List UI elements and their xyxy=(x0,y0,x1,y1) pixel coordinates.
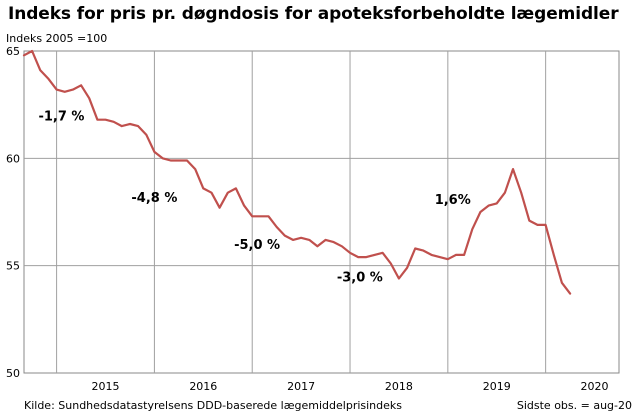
x-tick-labels: 2015 2016 2017 2018 2019 2020 xyxy=(92,380,609,393)
chart-title: Indeks for pris pr. døgndosis for apotek… xyxy=(8,4,619,24)
x-tick-label: 2015 xyxy=(92,380,120,393)
annotation-label: -1,7 % xyxy=(38,109,84,124)
annotation-label: -3,0 % xyxy=(337,270,383,285)
series-line-0 xyxy=(22,49,572,295)
gridlines xyxy=(23,50,620,374)
annotation-label: -5,0 % xyxy=(234,238,280,253)
source-note: Kilde: Sundhedsdatastyrelsens DDD-basere… xyxy=(24,399,403,412)
y-tick-label: 50 xyxy=(6,367,20,380)
x-tick-label: 2020 xyxy=(581,380,609,393)
x-tick-label: 2018 xyxy=(385,380,413,393)
y-tick-label: 65 xyxy=(6,45,20,58)
y-tick-label: 60 xyxy=(6,152,20,165)
last-observation-note: Sidste obs. = aug-20 xyxy=(516,399,632,412)
y-tick-label: 55 xyxy=(6,260,20,273)
x-tick-label: 2019 xyxy=(483,380,511,393)
x-tick-label: 2017 xyxy=(287,380,315,393)
y-tick-labels: 50 55 60 65 xyxy=(6,45,20,380)
plot-frame xyxy=(23,50,620,374)
series-layer xyxy=(22,49,572,295)
x-tick-label: 2016 xyxy=(189,380,217,393)
annotations: -1,7 % -4,8 % -5,0 % -3,0 % 1,6% xyxy=(38,109,470,285)
annotation-label: 1,6% xyxy=(435,193,471,208)
y-axis-label: Indeks 2005 =100 xyxy=(6,32,108,45)
annotation-label: -4,8 % xyxy=(131,191,177,206)
